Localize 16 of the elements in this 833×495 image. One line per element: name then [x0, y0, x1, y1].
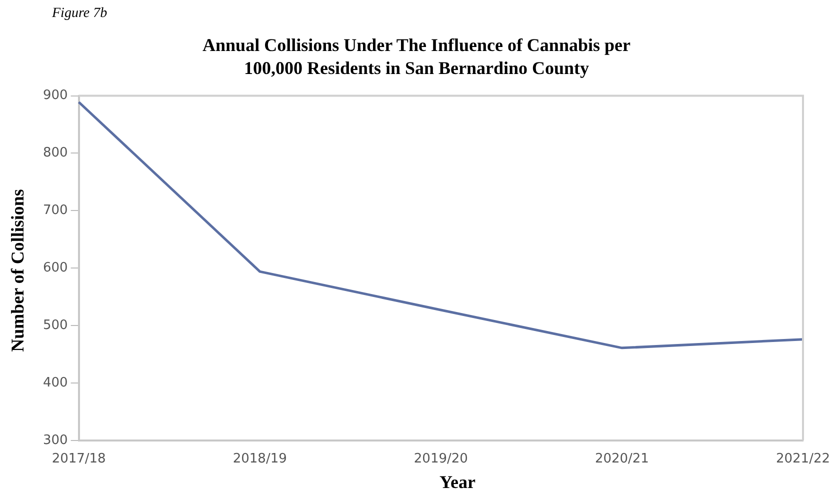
x-tick-label: 2019/20	[414, 452, 468, 467]
y-tick-label: 400	[42, 375, 68, 390]
y-tick-label: 500	[42, 318, 68, 333]
y-tick-label: 700	[42, 203, 68, 218]
y-tick-label: 300	[42, 432, 68, 448]
y-tick-label: 800	[42, 146, 68, 161]
y-tick-label: 900	[42, 88, 68, 104]
x-tick-label: 2017/18	[52, 452, 106, 467]
y-axis-title: Number of Collisions	[8, 188, 28, 354]
x-tick-label: 2020/21	[594, 452, 649, 467]
x-axis-title: Year	[438, 472, 476, 493]
y-tick-label: 600	[42, 260, 68, 276]
chart-title: Annual Collisions Under The Influence of Cannabis per 100,000 Residents in San Bernardino County	[202, 34, 632, 80]
x-tick-label: 2018/19	[232, 452, 287, 467]
caption: Figure 7b	[52, 6, 108, 22]
x-tick-label: 2021/22	[776, 452, 830, 467]
